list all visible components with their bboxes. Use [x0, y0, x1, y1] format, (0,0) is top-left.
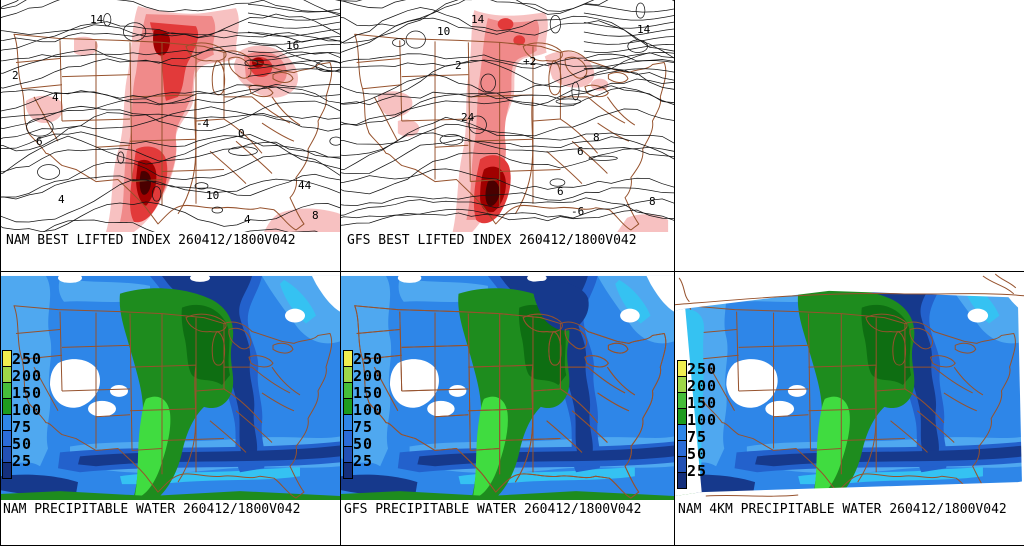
gfs-precipitable-water-map — [341, 272, 674, 500]
contour-label: 14 — [637, 23, 651, 36]
colorbar-value: 75 — [12, 418, 33, 436]
colorbar-segment — [678, 393, 686, 408]
contour-label: 0 — [238, 127, 245, 140]
colorbar-segment — [344, 463, 352, 478]
colorbar-segment — [678, 377, 686, 392]
colorbar-value: 100 — [353, 401, 384, 419]
contour-label: 6 — [557, 185, 564, 198]
panel-caption: NAM BEST LIFTED INDEX 260412/1800V042 — [6, 233, 296, 248]
colorbar-value: 250 — [12, 350, 43, 368]
colorbar-value: 75 — [687, 428, 708, 446]
nam-precipitable-water-map — [0, 272, 340, 500]
colorbar-segment — [678, 473, 686, 488]
gfs-lifted-index-map — [341, 0, 674, 232]
colorbar-segment — [3, 415, 11, 430]
colorbar-segment — [344, 447, 352, 462]
contour-label: 8 — [312, 209, 319, 222]
colorbar-value: 50 — [353, 435, 374, 453]
panel-nam-lifted-index[interactable]: NAM BEST LIFTED INDEX 260412/1800V042 14… — [0, 0, 340, 271]
divider-column-2 — [674, 0, 675, 546]
contour-label: 10 — [437, 25, 451, 38]
panel-caption: GFS BEST LIFTED INDEX 260412/1800V042 — [347, 233, 637, 248]
contour-label: 6 — [577, 145, 584, 158]
colorbar-segment — [344, 399, 352, 414]
contour-label: 8 — [649, 195, 656, 208]
gfs-pw-extra-moisture-blob — [532, 280, 589, 331]
contour-label: +2 — [523, 55, 537, 68]
colorbar-value: 150 — [353, 384, 384, 402]
contour-label: 14 — [90, 13, 104, 26]
contour-label: -4 — [196, 117, 210, 130]
colorbar-segment — [344, 431, 352, 446]
contour-label: 4 — [244, 213, 251, 226]
colorbar-value: 200 — [12, 367, 43, 385]
contour-label: 8 — [593, 131, 600, 144]
panel-nam4km-precipitable-water[interactable]: NAM 4KM PRECIPITABLE WATER 260412/1800V0… — [675, 272, 1024, 545]
contour-label: 4 — [58, 193, 65, 206]
contour-label: 2 — [12, 69, 19, 82]
colorbar-segment — [344, 415, 352, 430]
contour-label: 2 — [455, 59, 462, 72]
contour-label: 16 — [286, 39, 300, 52]
gfs-li-contours — [341, 0, 674, 226]
nam-li-contours — [0, 0, 340, 232]
contour-label: 4 — [52, 91, 59, 104]
colorbar-value: 150 — [12, 384, 43, 402]
panel-caption: NAM PRECIPITABLE WATER 260412/1800V042 — [3, 502, 301, 517]
nam4km-outside-boundaries — [675, 273, 1024, 497]
colorbar-segment — [3, 367, 11, 382]
precip-water-colorbar — [677, 360, 687, 489]
panel-caption: GFS PRECIPITABLE WATER 260412/1800V042 — [344, 502, 642, 517]
colorbar-segment — [344, 383, 352, 398]
colorbar-value: 50 — [12, 435, 33, 453]
contour-label: 14 — [471, 13, 485, 26]
colorbar-segment — [3, 399, 11, 414]
divider-row — [0, 271, 1024, 272]
gfs-li-shading — [377, 10, 669, 232]
precip-water-colorbar — [343, 350, 353, 479]
panel-gfs-precipitable-water[interactable]: GFS PRECIPITABLE WATER 260412/1800V042 2… — [341, 272, 674, 545]
colorbar-value: 100 — [687, 411, 718, 429]
colorbar-segment — [678, 409, 686, 424]
colorbar-value: 200 — [353, 367, 384, 385]
colorbar-segment — [678, 457, 686, 472]
colorbar-value: 25 — [12, 452, 33, 470]
colorbar-value: 75 — [353, 418, 374, 436]
colorbar-segment — [3, 463, 11, 478]
colorbar-segment — [3, 383, 11, 398]
colorbar-value: 25 — [353, 452, 374, 470]
divider-column-1 — [340, 0, 341, 546]
panel-gfs-lifted-index[interactable]: GFS BEST LIFTED INDEX 260412/1800V042 14… — [341, 0, 674, 271]
colorbar-value: 100 — [12, 401, 43, 419]
colorbar-segment — [344, 367, 352, 382]
contour-label: 6 — [36, 135, 43, 148]
colorbar-value: 150 — [687, 394, 718, 412]
colorbar-segment — [344, 351, 352, 366]
contour-label: 10 — [206, 189, 220, 202]
panel-caption: NAM 4KM PRECIPITABLE WATER 260412/1800V0… — [678, 502, 1007, 517]
colorbar-value: 50 — [687, 445, 708, 463]
colorbar-segment — [678, 441, 686, 456]
colorbar-segment — [3, 431, 11, 446]
precip-water-colorbar — [2, 350, 12, 479]
nam4km-precipitable-water-map — [675, 272, 1024, 500]
nam-lifted-index-map — [0, 0, 340, 232]
contour-label: 44 — [298, 179, 312, 192]
colorbar-segment — [3, 351, 11, 366]
colorbar-value: 250 — [687, 360, 718, 378]
colorbar-value: 200 — [687, 377, 718, 395]
divider-left-edge — [0, 0, 1, 546]
colorbar-segment — [3, 447, 11, 462]
contour-label: 24 — [461, 111, 475, 124]
panel-nam-precipitable-water[interactable]: NAM PRECIPITABLE WATER 260412/1800V042 2… — [0, 272, 340, 545]
colorbar-segment — [678, 361, 686, 376]
nam4km-domain-mask — [675, 272, 1024, 500]
colorbar-value: 250 — [353, 350, 384, 368]
colorbar-value: 25 — [687, 462, 708, 480]
contour-label: -6 — [571, 205, 585, 218]
colorbar-segment — [678, 425, 686, 440]
